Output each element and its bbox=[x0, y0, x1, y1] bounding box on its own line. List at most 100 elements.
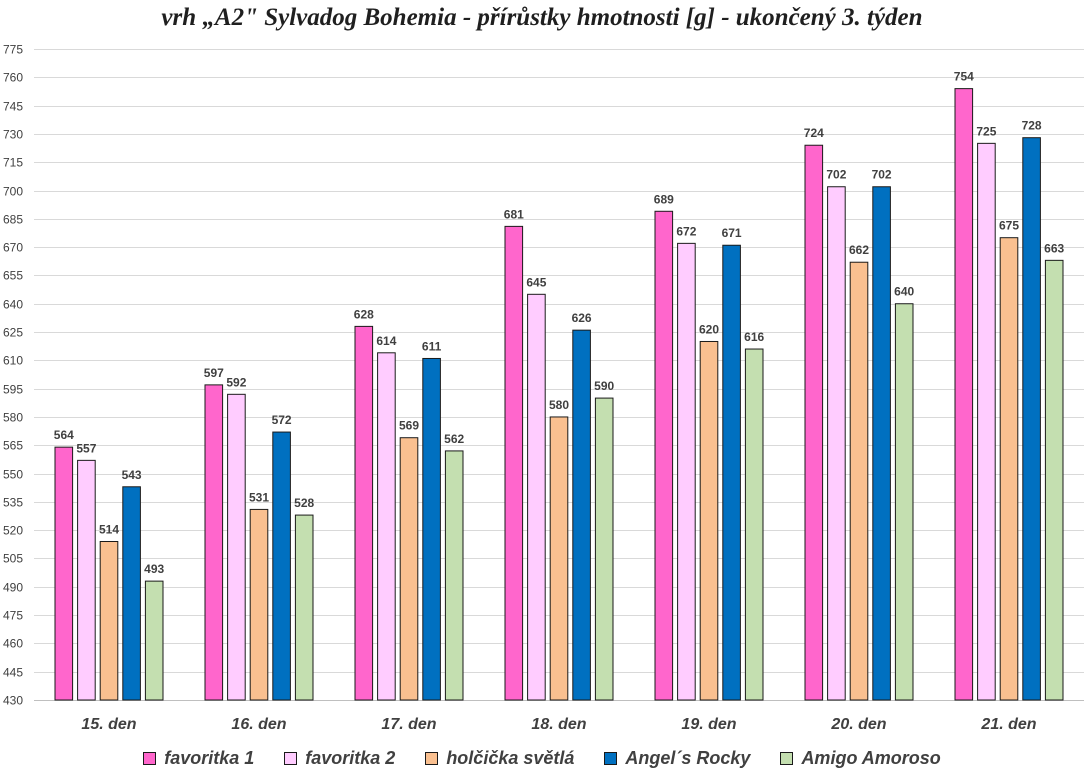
legend-swatch bbox=[780, 752, 794, 765]
legend-item: holčička světlá bbox=[425, 748, 574, 769]
y-tick-label: 460 bbox=[3, 637, 23, 651]
bar bbox=[954, 88, 974, 701]
x-tick-label: 20. den bbox=[830, 716, 886, 733]
legend-label: favoritka 2 bbox=[305, 748, 396, 768]
y-tick-label: 700 bbox=[3, 185, 23, 199]
legend-label: holčička světlá bbox=[446, 748, 575, 768]
data-label: 611 bbox=[422, 339, 442, 353]
y-tick-label: 655 bbox=[3, 269, 23, 283]
legend-label: Angel´s Rocky bbox=[625, 748, 751, 768]
bar bbox=[894, 303, 914, 701]
legend-swatch bbox=[143, 752, 157, 765]
bar bbox=[444, 450, 464, 701]
data-label: 754 bbox=[954, 70, 974, 84]
bar bbox=[294, 514, 314, 701]
data-label: 514 bbox=[99, 522, 119, 536]
bar bbox=[77, 459, 96, 701]
bar bbox=[977, 142, 996, 701]
bar bbox=[677, 242, 696, 701]
x-tick-label: 19. den bbox=[681, 716, 736, 733]
x-axis-ticks: 15. den 16. den 17. den 18. den 19. den 20. d… bbox=[81, 716, 1036, 733]
y-tick-label: 610 bbox=[3, 354, 23, 368]
bar bbox=[249, 508, 269, 701]
data-label: 590 bbox=[594, 379, 614, 393]
data-label: 725 bbox=[976, 124, 996, 138]
y-tick-label: 490 bbox=[3, 581, 23, 595]
data-label: 681 bbox=[504, 207, 524, 221]
y-tick-label: 595 bbox=[3, 383, 23, 397]
legend: favoritka 1 favoritka 2 holčička světlá Ang… bbox=[0, 748, 1084, 769]
bar bbox=[354, 325, 374, 701]
y-tick-label: 775 bbox=[3, 43, 23, 57]
x-tick-label: 18. den bbox=[531, 716, 586, 733]
bar bbox=[377, 352, 396, 701]
y-tick-label: 760 bbox=[3, 71, 23, 85]
legend-item: favoritka 2 bbox=[284, 748, 395, 769]
x-tick-label: 16. den bbox=[231, 716, 286, 733]
data-label: 531 bbox=[249, 490, 269, 504]
data-label: 569 bbox=[399, 419, 419, 433]
y-tick-label: 625 bbox=[3, 326, 23, 340]
bar bbox=[804, 144, 824, 701]
y-tick-label: 550 bbox=[3, 468, 23, 482]
data-label: 592 bbox=[226, 375, 246, 389]
data-label: 614 bbox=[376, 334, 396, 348]
data-label: 702 bbox=[872, 168, 892, 182]
data-label: 728 bbox=[1022, 119, 1042, 133]
data-label: 724 bbox=[804, 126, 824, 140]
bar bbox=[999, 237, 1019, 701]
bar bbox=[654, 210, 674, 701]
data-label: 662 bbox=[849, 243, 869, 257]
y-tick-label: 715 bbox=[3, 156, 23, 170]
bar bbox=[872, 186, 891, 701]
bar bbox=[227, 393, 246, 701]
bar bbox=[272, 431, 291, 701]
bar bbox=[204, 384, 224, 701]
bar bbox=[399, 437, 419, 701]
legend-item: Angel´s Rocky bbox=[604, 748, 750, 769]
data-label: 543 bbox=[122, 468, 142, 482]
bar bbox=[1022, 137, 1041, 701]
bar bbox=[1044, 259, 1064, 701]
data-label: 672 bbox=[676, 224, 696, 238]
data-label: 675 bbox=[999, 219, 1019, 233]
data-label: 557 bbox=[76, 441, 96, 455]
bar bbox=[572, 329, 591, 701]
y-tick-label: 730 bbox=[3, 128, 23, 142]
x-tick-label: 21. den bbox=[980, 716, 1036, 733]
bar bbox=[722, 244, 741, 701]
bar bbox=[504, 225, 524, 701]
data-label: 671 bbox=[722, 226, 742, 240]
y-tick-label: 670 bbox=[3, 241, 23, 255]
bar bbox=[99, 540, 119, 701]
y-tick-label: 505 bbox=[3, 552, 23, 566]
x-tick-label: 15. den bbox=[81, 716, 136, 733]
bar-chart: 430 445 460 475 490 505 520 535 550 565 580 595 610 6… bbox=[3, 43, 1084, 733]
y-tick-label: 685 bbox=[3, 213, 23, 227]
bar bbox=[827, 186, 846, 701]
y-tick-label: 520 bbox=[3, 524, 23, 538]
bar bbox=[849, 261, 869, 701]
data-label: 580 bbox=[549, 398, 569, 412]
legend-swatch bbox=[604, 752, 618, 765]
data-label: 528 bbox=[294, 496, 314, 510]
data-label: 702 bbox=[826, 168, 846, 182]
bar bbox=[54, 446, 74, 701]
y-tick-label: 745 bbox=[3, 100, 23, 114]
data-label: 564 bbox=[54, 428, 74, 442]
y-axis-ticks: 430 445 460 475 490 505 520 535 550 565 580 595 610 6… bbox=[3, 43, 23, 708]
bar bbox=[594, 397, 614, 701]
legend-item: favoritka 1 bbox=[143, 748, 254, 769]
y-tick-label: 535 bbox=[3, 496, 23, 510]
y-tick-label: 445 bbox=[3, 666, 23, 680]
data-label: 663 bbox=[1044, 241, 1064, 255]
data-label: 620 bbox=[699, 322, 719, 336]
legend-label: Amigo Amoroso bbox=[801, 748, 941, 768]
data-label: 645 bbox=[526, 275, 546, 289]
data-label: 640 bbox=[894, 285, 914, 299]
bar bbox=[122, 486, 141, 701]
y-tick-label: 580 bbox=[3, 411, 23, 425]
y-tick-label: 565 bbox=[3, 439, 23, 453]
y-tick-label: 430 bbox=[3, 694, 23, 708]
